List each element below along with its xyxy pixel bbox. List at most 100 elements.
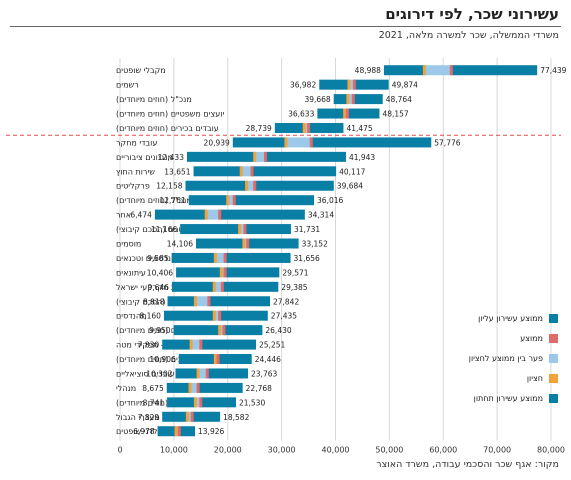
row-label: עובדי מעברי הגבול [116,413,180,422]
high-value-label: 18,582 [223,413,249,422]
row-label: קלדני שופטים [116,427,164,436]
row-label: מנהלי [116,384,136,393]
legend-label-median: ממוצע [520,334,543,343]
bar-top-segment [251,166,337,177]
high-value-label: 36,016 [317,196,343,205]
high-value-label: 26,430 [265,326,291,335]
bar-bottom-segment [162,339,192,350]
chart-source: מקור: אגף שכר והסכמי עבודה, משרד האוצר [376,459,559,470]
bar-top-segment [192,411,221,422]
low-value-label: 9,585 [147,254,169,263]
bar-top-segment [225,267,280,278]
high-value-label: 29,385 [281,283,307,292]
bar-top-segment [254,180,334,191]
bar-mean-mark [177,426,181,437]
bar-mean-mark [253,180,257,191]
bar-median-mark [347,79,351,90]
low-value-label: 10,406 [147,268,173,277]
low-value-label: 9,950 [149,326,171,335]
legend-label-gap: פער בין ממוצע לחציון [468,354,543,363]
bar-bottom-segment [167,397,196,408]
bar-gap-segment [241,166,252,177]
bar-top-segment [219,310,268,321]
bar-median-mark [193,296,197,307]
low-value-label: 7,829 [138,413,160,422]
bar-mean-mark [216,354,220,365]
bar-median-mark [245,180,249,191]
bar-bottom-segment [166,382,191,393]
bar-gap-segment [215,252,226,263]
bar-top-segment [247,238,299,249]
title-rule [10,26,561,27]
row-label: מנגנונים ציבוריים [116,153,173,162]
bar-gap-segment [195,397,201,408]
bar-top-segment [311,137,432,148]
row-label: משפטנים (הסכם קיבוצי) [116,225,200,234]
bar-median-mark [422,65,426,76]
bar-top-segment [219,209,305,220]
high-value-label: 48,157 [382,110,408,119]
bar-bottom-segment [178,354,216,365]
legend-swatch-gap [549,354,558,363]
bar-mean-mark [223,252,227,263]
bar-top-segment [218,354,252,365]
bar-gap-segment [187,411,193,422]
x-tick-label: 80,000 [537,445,565,454]
high-value-label: 34,314 [308,211,334,220]
x-tick-label: 40,000 [322,445,350,454]
bar-mean-mark [218,209,222,220]
bar-top-segment [234,195,315,206]
low-value-label: 36,633 [288,110,314,119]
x-tick-label: 30,000 [268,445,296,454]
legend-swatch-bottom [549,394,558,403]
x-tick-label: 60,000 [429,445,457,454]
bar-top-segment [265,151,346,162]
bar-median-mark [213,252,217,263]
bar-gap-segment [176,426,180,437]
bar-median-mark [284,137,288,148]
bar-mean-mark [263,151,267,162]
bar-gap-segment [206,209,220,220]
legend-label-bottom: ממוצע עשירון תחתון [473,394,543,403]
high-value-label: 13,926 [198,427,224,436]
high-value-label: 29,571 [282,268,308,277]
low-value-label: 36,982 [290,81,316,90]
low-value-label: 28,739 [246,124,272,133]
bar-top-segment [223,325,263,336]
low-value-label: 10,906 [150,355,176,364]
high-value-label: 40,117 [339,167,365,176]
row-label: אקדמאים (חוזים מיוחדים) [116,398,204,407]
high-value-label: 33,152 [302,240,328,249]
bar-median-mark [196,368,200,379]
bar-bottom-segment [193,166,242,177]
bar-median-mark [213,354,217,365]
high-value-label: 31,731 [294,225,320,234]
row-label: יועצים משפטיים (חוזים מיוחדים) [116,110,224,119]
legend-item-gap: פער בין ממוצע לחציון [469,354,558,366]
bar-mean-mark [190,411,194,422]
bar-top-segment [225,252,291,263]
bar-gap-segment [190,382,199,393]
bar-top-segment [354,79,389,90]
bar-top-segment [179,426,196,437]
bar-top-segment [198,382,243,393]
bar-median-mark [346,94,350,105]
row-label: עיתונאים [116,268,146,277]
bar-bottom-segment [319,79,349,90]
legend-item-top: ממוצע עשירון עליון [478,314,558,326]
low-value-label: 10,302 [146,369,172,378]
bar-mean-mark [309,137,313,148]
high-value-label: 21,530 [239,398,265,407]
bar-median-mark [343,108,347,119]
bar-mean-mark [351,94,355,105]
bar-gap-segment [219,325,224,336]
high-value-label: 49,874 [392,81,418,90]
low-value-label: 7,830 [138,341,160,350]
x-tick-label: 10,000 [160,445,188,454]
bar-mean-mark [307,122,311,133]
legend-label-bottom-mark: חציון [526,374,543,383]
bar-median-mark [302,122,306,133]
low-value-label: 6,978 [133,427,155,436]
chart-title: עשירוני שכר, לפי דירוגים [385,5,559,23]
